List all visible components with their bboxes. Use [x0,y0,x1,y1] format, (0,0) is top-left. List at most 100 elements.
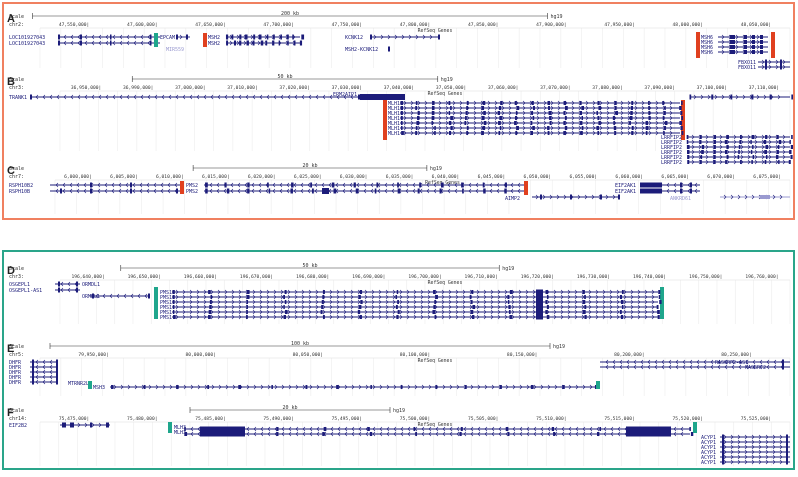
strand-arrow [751,444,755,450]
strand-arrow [616,309,620,315]
gene-exon [701,145,705,149]
strand-arrow [710,359,714,365]
strand-arrow [735,39,739,45]
gene-label: PMS1 [160,295,172,301]
strand-arrow [487,130,491,136]
strand-arrow [265,188,269,194]
strand-arrow [483,289,487,295]
strand-arrow [468,188,472,194]
strand-arrow [737,459,741,465]
strand-arrow [721,49,725,55]
gene-exon [713,145,716,149]
strand-arrow [730,439,734,445]
gene-exon [433,305,436,309]
strand-arrow [407,384,411,390]
coordinate-tick-label: 37,000,000| [175,85,205,91]
strand-arrow [508,125,512,131]
strand-arrow [644,304,648,310]
gene-exon [32,369,34,375]
strand-arrow [272,188,276,194]
strand-arrow [477,431,481,437]
strand-arrow [491,426,495,432]
strand-arrow [244,188,248,194]
strand-arrow [765,449,769,455]
left-gene-label: RSPH10B [9,189,30,195]
strand-arrow [723,454,727,460]
strand-arrow [413,294,417,300]
strand-arrow [568,426,572,432]
strand-arrow [599,110,603,116]
gene-exon [465,111,468,115]
gene-exon [369,432,373,436]
strand-arrow [273,304,277,310]
strand-arrow [543,110,547,116]
strand-arrow [295,384,299,390]
strand-arrow [385,294,389,300]
strand-arrow [525,299,529,305]
strand-arrow [620,100,624,106]
gene-exon [111,385,114,389]
coordinate-tick-label: 47,750,000| [332,22,362,28]
gene-exon [359,290,363,294]
strand-arrow [380,34,384,40]
gene-exon [776,155,779,159]
gene-exon [260,40,264,46]
strand-arrow [316,431,320,437]
strand-arrow [487,120,491,126]
strand-arrow [515,120,519,126]
gene-exon [172,310,175,314]
strand-arrow [454,182,458,188]
strand-arrow [119,94,123,100]
strand-arrow [223,188,227,194]
strand-arrow [112,94,116,100]
strand-arrow [648,130,652,136]
coordinate-tick-label: 196,660,000| [184,274,217,280]
coordinate-tick-label: 6,055,000| [569,174,597,180]
strand-arrow [147,34,151,40]
strand-arrow [550,130,554,136]
strand-arrow [197,426,201,432]
strand-arrow [237,182,241,188]
strand-arrow [363,188,367,194]
strand-arrow [392,299,396,305]
strand-arrow [434,289,438,295]
gene-exon [778,140,782,144]
strand-arrow [322,94,326,100]
strand-arrow [719,139,723,145]
gene-exon [466,106,469,110]
strand-arrow [442,384,446,390]
strand-arrow [564,120,568,126]
gene-exon [498,121,501,125]
strand-arrow [775,159,779,165]
strand-arrow [398,182,402,188]
coordinate-tick-label: 80,100,000| [400,352,430,358]
strand-arrow [424,100,428,106]
strand-arrow [399,314,403,320]
strand-arrow [669,115,673,121]
strand-arrow [591,194,595,200]
gene-exon [434,315,437,319]
strand-arrow [287,94,291,100]
strand-arrow [627,105,631,111]
strand-arrow [238,309,242,315]
strand-arrow [494,115,498,121]
strand-arrow [385,299,389,305]
strand-arrow [392,309,396,315]
strand-arrow [501,105,505,111]
strand-arrow [385,314,389,320]
strand-arrow [616,304,620,310]
strand-arrow [190,426,194,432]
strand-arrow [490,289,494,295]
strand-arrow [675,364,679,370]
strand-arrow [266,309,270,315]
strand-arrow [501,110,505,116]
strand-arrow [602,289,606,295]
strand-arrow [336,94,340,100]
strand-arrow [691,154,695,160]
strand-arrow [620,130,624,136]
strand-arrow [406,309,410,315]
gene-label: LRRFIP2 [661,155,682,161]
strand-arrow [532,314,536,320]
strand-arrow [434,309,438,315]
strand-arrow [119,34,123,40]
